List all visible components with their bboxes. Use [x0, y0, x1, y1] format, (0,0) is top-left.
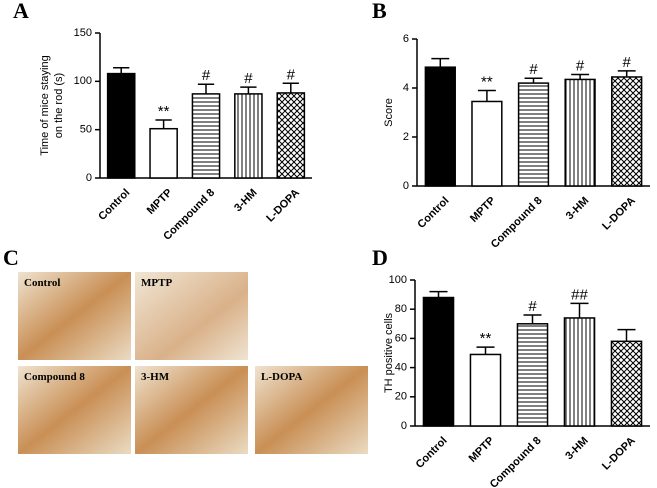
micrograph-label: Compound 8 — [24, 371, 85, 383]
significance-label: # — [528, 298, 537, 315]
bar — [611, 76, 643, 187]
y-tick-label: 80 — [395, 303, 407, 315]
y-axis-label: Score — [383, 98, 395, 127]
x-tick-label: MPTP — [468, 195, 498, 225]
x-tick-label: Control — [414, 435, 450, 471]
bar — [471, 100, 503, 187]
panel-label: D — [372, 245, 388, 270]
significance-label: # — [202, 67, 211, 84]
y-tick-label: 0 — [401, 420, 407, 432]
significance-label: # — [623, 54, 632, 71]
bar — [517, 82, 550, 187]
micrograph-label: L-DOPA — [261, 371, 302, 383]
bar — [516, 323, 549, 427]
bar — [276, 92, 306, 179]
x-tick-label: 3-HM — [564, 195, 591, 222]
significance-label: # — [529, 61, 538, 78]
bar — [469, 353, 502, 427]
y-tick-label: 6 — [403, 33, 409, 45]
y-tick-label: 60 — [395, 332, 407, 344]
x-tick-label: L-DOPA — [600, 195, 638, 233]
bar — [191, 93, 221, 179]
panel-label: B — [372, 0, 387, 23]
x-tick-label: MPTP — [467, 435, 497, 465]
y-axis-label: TH positive cells — [383, 312, 395, 393]
bar — [234, 93, 263, 179]
y-tick-label: 4 — [403, 82, 409, 94]
y-tick-label: 100 — [389, 274, 407, 286]
micrograph-label: MPTP — [141, 277, 172, 289]
significance-label: # — [244, 70, 253, 87]
y-axis-label: on the rod (s) — [53, 73, 65, 138]
y-tick-label: 150 — [74, 27, 92, 39]
significance-label: ** — [158, 103, 170, 120]
x-tick-label: L-DOPA — [264, 187, 302, 225]
bar — [149, 127, 178, 179]
x-tick-label: 3-HM — [563, 435, 590, 462]
micrograph — [135, 272, 248, 360]
micrograph-label: 3-HM — [141, 371, 170, 383]
x-tick-label: Control — [415, 195, 451, 231]
x-tick-label: Control — [96, 187, 132, 223]
bar — [424, 66, 456, 187]
micrograph — [255, 366, 368, 454]
micrograph-label: Control — [24, 277, 60, 289]
x-tick-label: 3-HM — [232, 187, 259, 214]
x-tick-label: L-DOPA — [600, 435, 638, 473]
significance-label: # — [576, 58, 585, 75]
bar — [563, 317, 596, 427]
significance-label: ** — [480, 330, 492, 347]
micrograph — [135, 366, 248, 454]
y-tick-label: 0 — [86, 172, 92, 184]
bar — [610, 340, 643, 427]
y-tick-label: 40 — [395, 362, 407, 374]
significance-label: # — [287, 66, 296, 83]
panel-label: A — [13, 0, 29, 23]
bar — [106, 72, 136, 179]
significance-label: ## — [571, 286, 588, 303]
y-axis-label: Time of mice staying — [39, 55, 51, 155]
bar — [564, 78, 596, 187]
y-tick-label: 2 — [403, 131, 409, 143]
x-tick-label: MPTP — [145, 187, 175, 217]
y-tick-label: 50 — [80, 124, 92, 136]
micrograph — [18, 272, 131, 360]
y-tick-label: 0 — [403, 180, 409, 192]
panel-label: C — [3, 245, 19, 270]
significance-label: ** — [481, 73, 493, 90]
micrograph — [18, 366, 131, 454]
y-tick-label: 100 — [74, 75, 92, 87]
y-tick-label: 20 — [395, 391, 407, 403]
bar — [422, 296, 455, 427]
